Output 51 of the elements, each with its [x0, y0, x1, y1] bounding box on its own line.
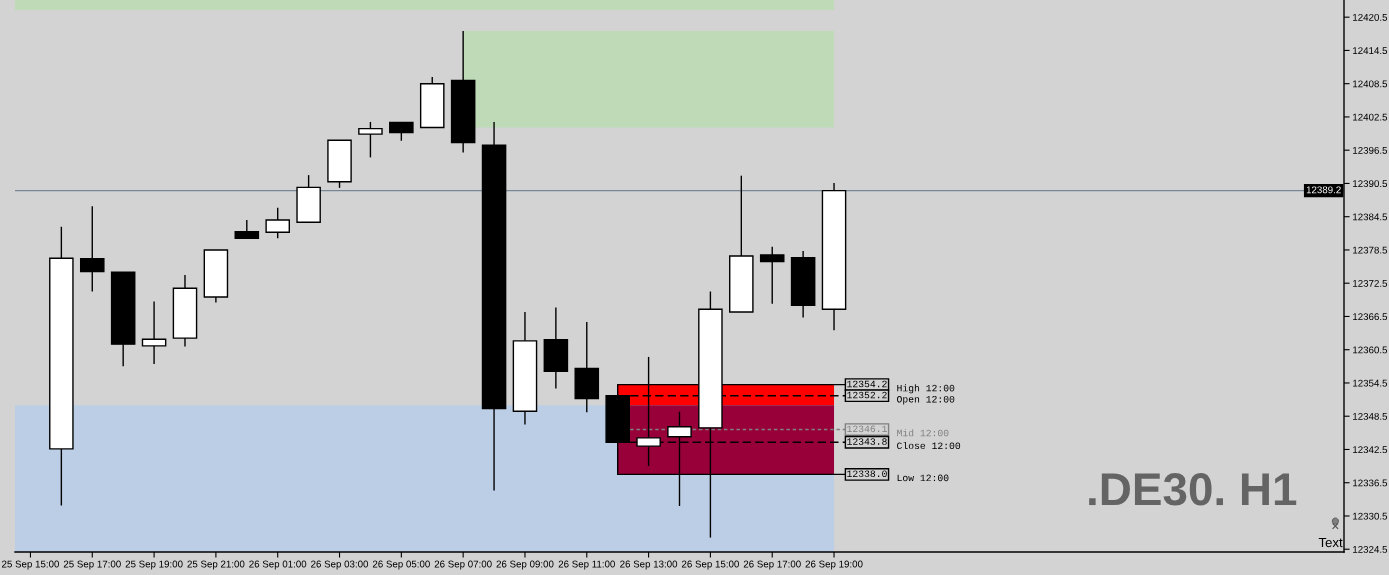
annotation: Text	[1318, 537, 1343, 548]
y-tick-label: 12366.5	[1353, 313, 1388, 321]
x-tick-label: 26 Sep 17:00	[743, 560, 801, 570]
y-tick-label: 12372.5	[1353, 279, 1388, 287]
x-tick-label: 26 Sep 11:00	[558, 560, 615, 570]
x-tick-label: 26 Sep 09:00	[496, 560, 554, 570]
x-tick-label: 26 Sep 07:00	[434, 560, 492, 570]
annotation: Low 12:00	[897, 474, 949, 482]
y-tick-label: 12348.5	[1353, 412, 1388, 420]
y-tick-label: 12324.5	[1353, 545, 1388, 553]
x-tick-label: 26 Sep 13:00	[620, 560, 678, 570]
y-tick-label: 12396.5	[1353, 146, 1388, 154]
y-tick-label: 12330.5	[1353, 512, 1388, 520]
y-tick-label: 12402.5	[1353, 113, 1388, 121]
x-tick-label: 25 Sep 19:00	[125, 560, 183, 570]
y-tick-label: 12354.5	[1353, 379, 1388, 387]
x-tick-label: 26 Sep 15:00	[681, 560, 739, 570]
candlestick	[389, 121, 414, 142]
x-tick-label: 26 Sep 03:00	[311, 560, 369, 570]
y-tick-label: 12336.5	[1353, 479, 1388, 487]
annotation: Open 12:00	[897, 395, 955, 405]
ref-line-label: 12338.0	[847, 470, 887, 478]
x-tick-label: 26 Sep 19:00	[805, 560, 863, 570]
y-tick-label: 12342.5	[1353, 446, 1388, 454]
candlestick	[141, 300, 167, 365]
candlestick	[79, 205, 105, 293]
y-tick-label: 12384.5	[1353, 213, 1388, 221]
y-tick-label: 12360.5	[1353, 346, 1388, 354]
y-tick-label: 12420.5	[1353, 13, 1388, 21]
ref-line-label: 12389.2	[1306, 186, 1341, 194]
x-tick-label: 25 Sep 15:00	[2, 560, 59, 570]
x-tick-label: 25 Sep 17:00	[63, 560, 121, 570]
x-tick-label: 25 Sep 21:00	[187, 560, 245, 570]
annotation: High 12:00	[897, 384, 955, 394]
y-tick-label: 12414.5	[1353, 47, 1388, 55]
text: .DE30. H1	[1089, 473, 1297, 506]
y-tick-label: 12408.5	[1353, 80, 1388, 88]
x-tick-label: 26 Sep 05:00	[372, 560, 430, 570]
y-tick-label: 12390.5	[1353, 180, 1388, 188]
y-tick-label: 12378.5	[1353, 246, 1388, 254]
ref-line-label: 12343.8	[847, 438, 887, 445]
ref-line-label: 12346.1	[847, 425, 887, 433]
candlestick	[759, 245, 785, 305]
annotation: Mid 12:00	[897, 429, 949, 437]
candlestick	[234, 219, 260, 240]
candlestick	[265, 207, 290, 240]
candlestick	[358, 121, 383, 159]
ref-line-label: 12352.2	[847, 391, 887, 399]
annotation: Close 12:00	[897, 441, 961, 450]
x-tick-label: 26 Sep 01:00	[249, 560, 307, 570]
ref-line-label: 12354.2	[847, 380, 887, 388]
